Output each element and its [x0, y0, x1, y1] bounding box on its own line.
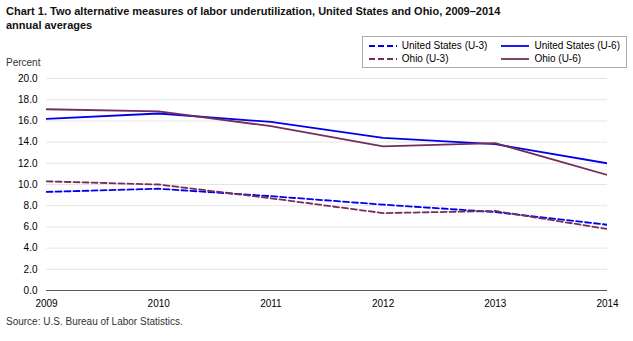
svg-text:10.0: 10.0	[18, 179, 38, 190]
svg-text:2.0: 2.0	[24, 264, 38, 275]
svg-text:14.0: 14.0	[18, 136, 38, 147]
svg-text:0.0: 0.0	[24, 285, 38, 296]
svg-text:6.0: 6.0	[24, 221, 38, 232]
svg-text:16.0: 16.0	[18, 115, 38, 126]
html-text:Ohio (U-3): Ohio (U-3)	[401, 53, 449, 64]
svg-text:2014: 2014	[596, 298, 619, 309]
svg-text:2012: 2012	[372, 298, 395, 309]
html-text:United States (U-6): United States (U-6)	[534, 40, 620, 51]
html-text:Ohio (U-6): Ohio (U-6)	[534, 53, 582, 64]
html-text:United States (U-3): United States (U-3)	[401, 40, 488, 51]
svg-text:12.0: 12.0	[18, 158, 38, 169]
svg-text:18.0: 18.0	[18, 94, 38, 105]
svg-text:20.0: 20.0	[18, 73, 38, 84]
svg-text:2009: 2009	[35, 298, 58, 309]
html-text:Percent: Percent	[6, 57, 41, 68]
svg-text:2010: 2010	[148, 298, 171, 309]
svg-text:8.0: 8.0	[24, 200, 38, 211]
html-text:Source: U.S. Bureau of Labor S: Source: U.S. Bureau of Labor Statistics.	[6, 316, 183, 327]
svg-text:4.0: 4.0	[24, 242, 38, 253]
html-text:Chart 1. Two alternative measu: Chart 1. Two alternative measures of lab…	[6, 5, 501, 17]
svg-text:2013: 2013	[484, 298, 507, 309]
svg-text:2011: 2011	[260, 298, 282, 309]
html-text:annual averages: annual averages	[6, 19, 93, 31]
